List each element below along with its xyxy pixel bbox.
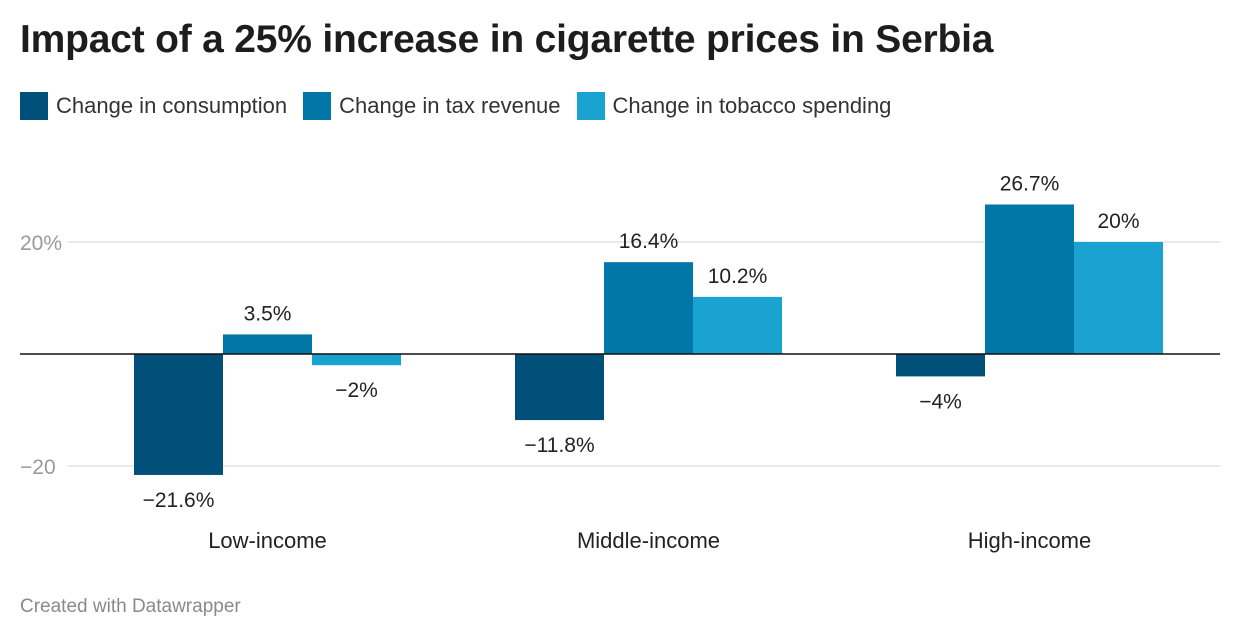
- data-label-0-1: −11.8%: [524, 434, 594, 457]
- legend-item-tobacco-spending: Change in tobacco spending: [576, 92, 892, 120]
- x-category-label-2: High-income: [968, 528, 1092, 553]
- data-label-2-1: 10.2%: [708, 265, 768, 288]
- bar-0-0: [134, 354, 223, 475]
- data-label-2-0: −2%: [335, 379, 378, 402]
- data-label-0-0: −21.6%: [143, 489, 215, 512]
- legend-label-tobacco-spending: Change in tobacco spending: [612, 93, 892, 118]
- legend-swatch-tobacco-spending: [576, 92, 605, 120]
- data-label-1-2: 26.7%: [1000, 172, 1060, 195]
- footer-credit: Created with Datawrapper: [20, 596, 241, 617]
- y-tick-label-0: 20%: [20, 232, 62, 255]
- bar-1-1: [604, 262, 693, 354]
- x-category-label-0: Low-income: [208, 528, 327, 553]
- data-label-2-2: 20%: [1097, 210, 1139, 233]
- bar-2-2: [1074, 242, 1163, 354]
- bar-1-2: [985, 204, 1074, 354]
- bar-2-1: [693, 296, 782, 354]
- bar-1-0: [223, 334, 312, 354]
- chart-title: Impact of a 25% increase in cigarette pr…: [20, 18, 994, 61]
- legend-item-consumption: Change in consumption: [20, 92, 287, 120]
- bar-0-1: [515, 354, 604, 421]
- data-label-1-0: 3.5%: [244, 302, 292, 325]
- legend-label-consumption: Change in consumption: [56, 93, 288, 118]
- x-category-label-1: Middle-income: [577, 528, 720, 553]
- y-tick-label-1: −20: [20, 456, 56, 479]
- bar-0-2: [896, 354, 985, 377]
- legend-swatch-tax-revenue: [303, 92, 332, 120]
- legend-swatch-consumption: [20, 92, 48, 120]
- bar-2-0: [312, 354, 401, 366]
- chart-legend: Change in consumption Change in tax reve…: [20, 92, 907, 120]
- legend-item-tax-revenue: Change in tax revenue: [303, 92, 561, 120]
- data-label-1-1: 16.4%: [619, 230, 679, 253]
- data-label-0-2: −4%: [919, 390, 962, 413]
- legend-label-tax-revenue: Change in tax revenue: [339, 93, 561, 118]
